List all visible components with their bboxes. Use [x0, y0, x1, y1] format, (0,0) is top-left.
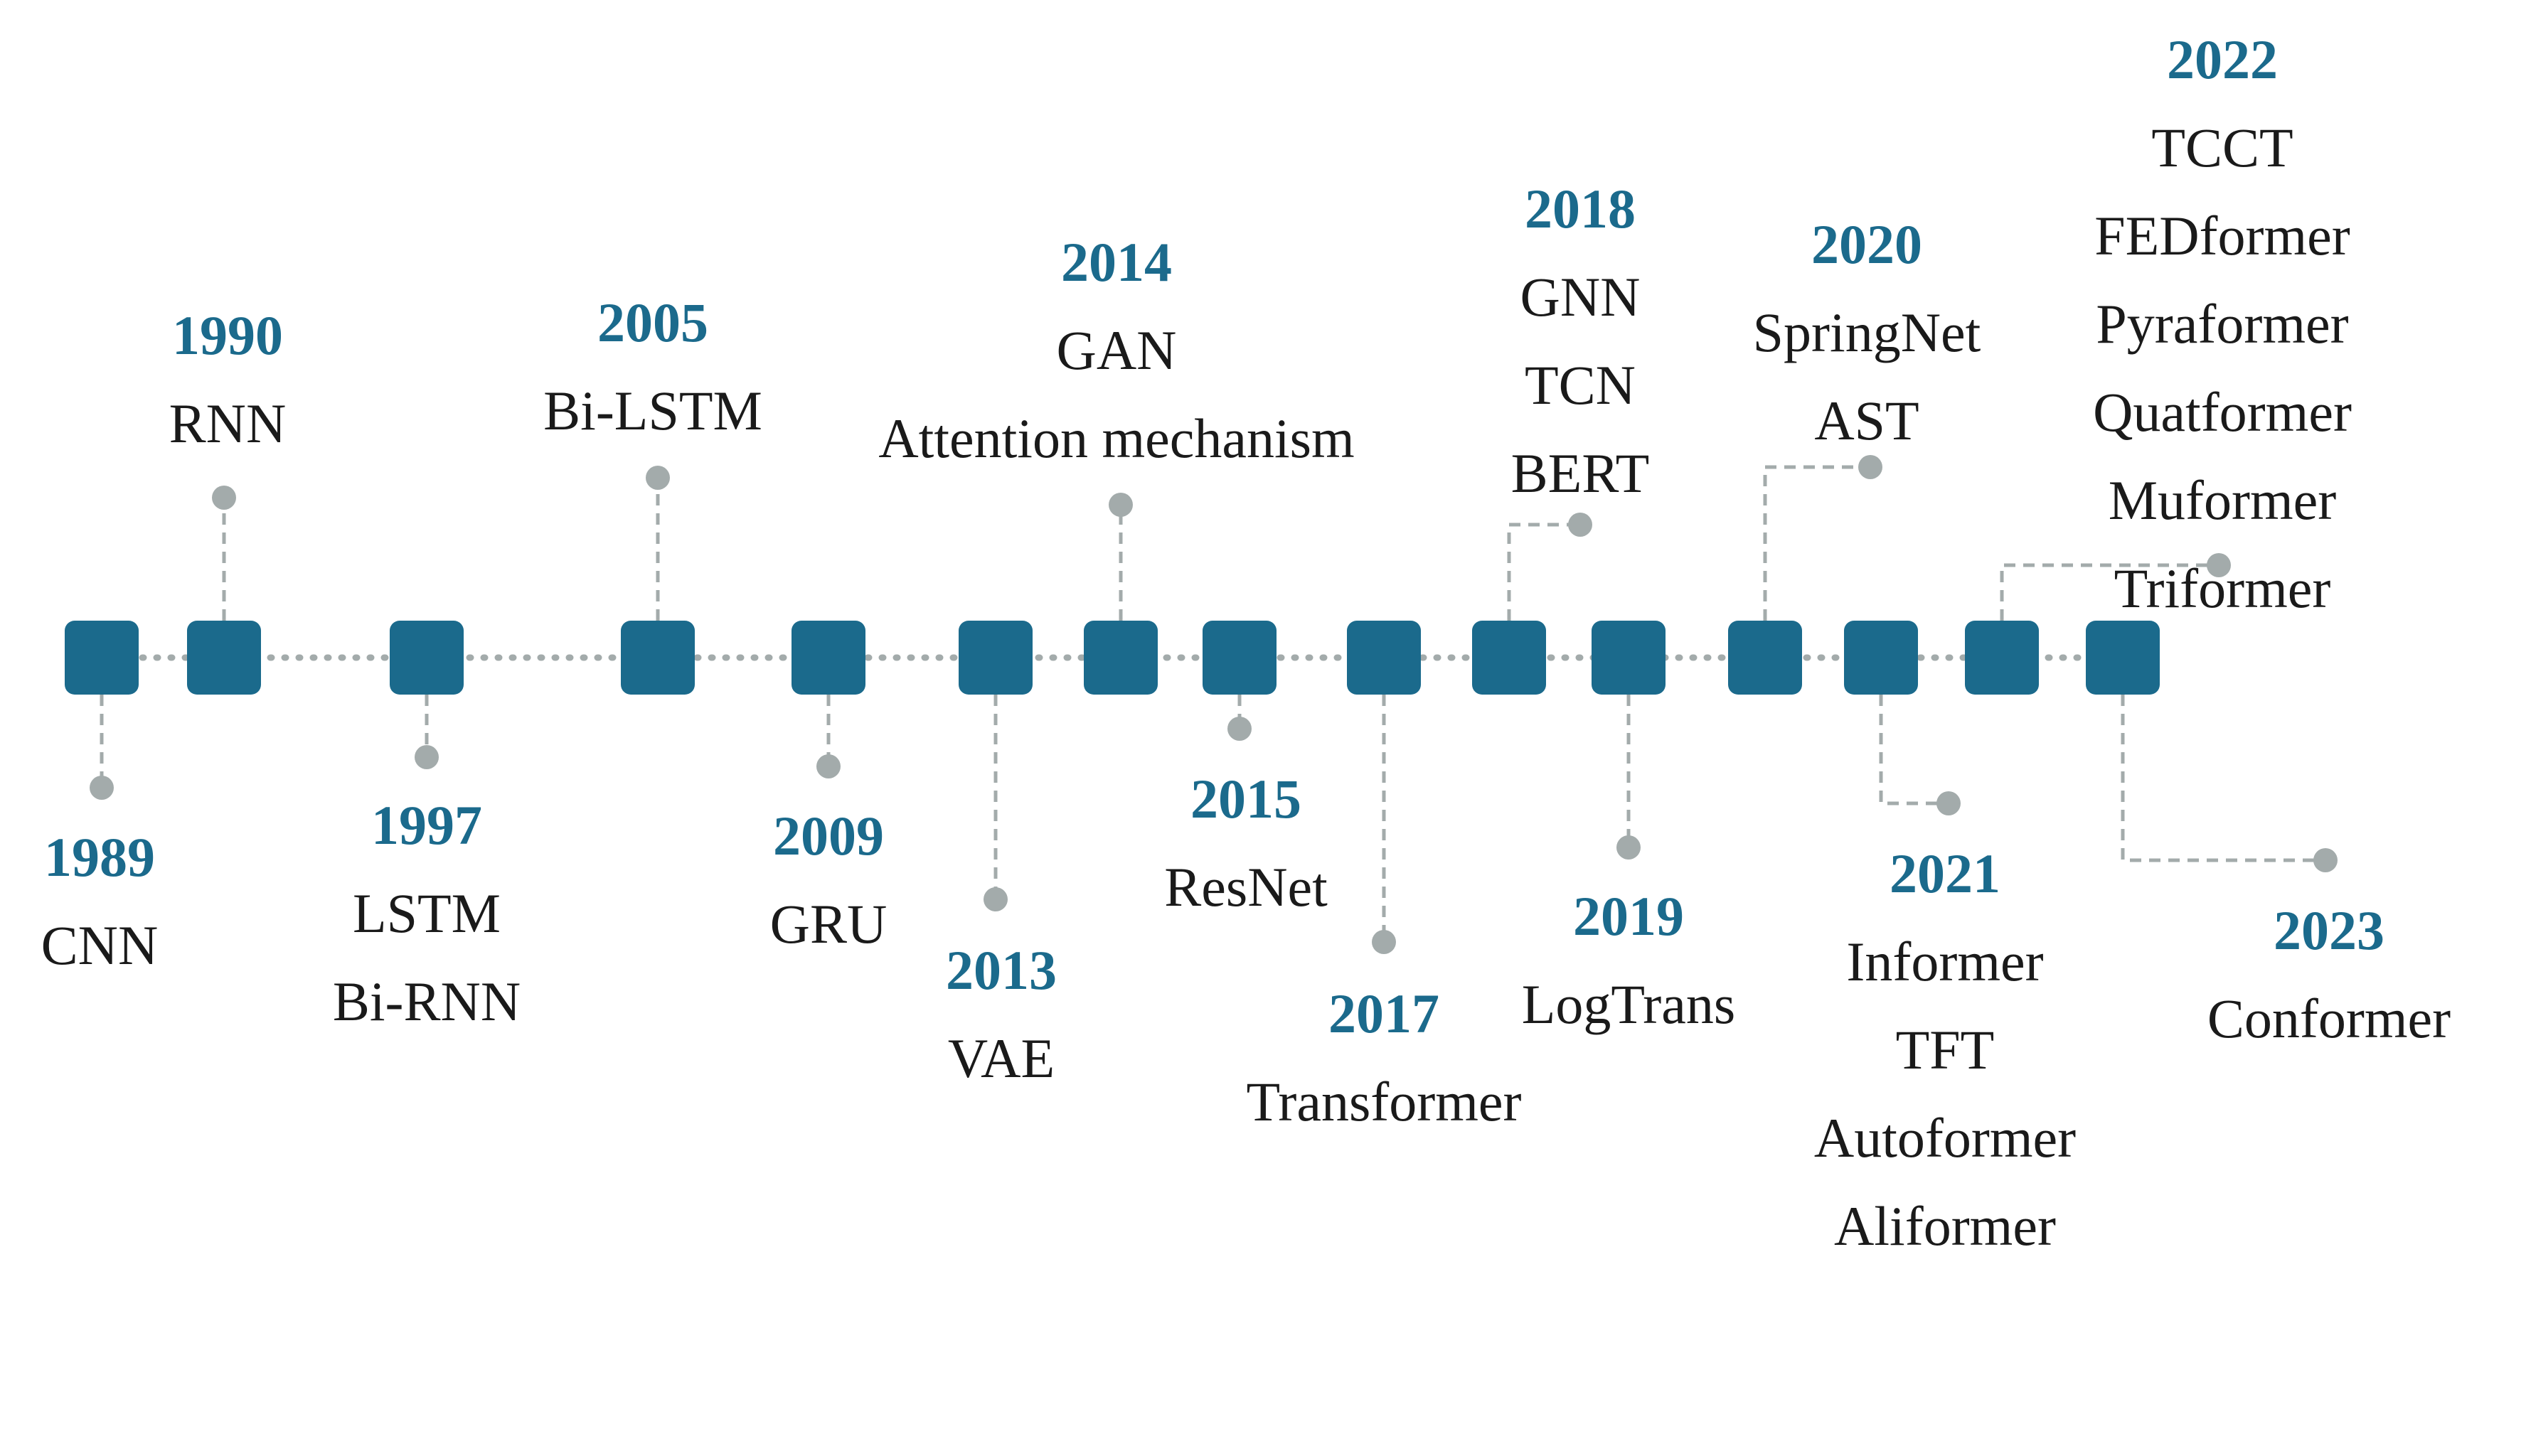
year-label: 1997: [371, 794, 482, 856]
connector-dot: [2207, 553, 2231, 577]
timeline-node-2009: [792, 621, 865, 695]
connector-dot: [1109, 493, 1133, 517]
model-label: Triformer: [2114, 557, 2331, 619]
connector-dot: [1227, 717, 1252, 741]
model-label: Conformer: [2207, 987, 2451, 1049]
connector-dot: [90, 776, 114, 800]
year-label: 2017: [1328, 983, 1439, 1044]
timeline-node-2015: [1203, 621, 1277, 695]
year-label: 1989: [44, 826, 155, 888]
timeline-node-1989: [65, 621, 139, 695]
model-label: AST: [1814, 390, 1919, 451]
connector-dot: [212, 486, 236, 510]
model-label: Quatformer: [2093, 381, 2352, 443]
connector-dot: [1568, 513, 1592, 537]
connector-line: [2121, 695, 2325, 862]
connector-dot: [816, 754, 841, 778]
model-label: GAN: [1057, 319, 1177, 381]
connector-dot: [2313, 848, 2338, 872]
connector-dot: [1372, 930, 1396, 954]
connector-dot: [1616, 835, 1641, 860]
model-label: Informer: [1846, 931, 2043, 992]
model-label: Autoformer: [1814, 1107, 2076, 1169]
connector-line: [1763, 465, 1870, 621]
model-label: Bi-LSTM: [543, 380, 762, 441]
label-layer: 1989 CNN 1990 RNN 1997 LSTM Bi-RNN 2005 Bi-LSTM 2…: [41, 28, 2451, 1257]
model-label: Attention mechanism: [878, 407, 1354, 469]
node-layer: [65, 621, 2160, 695]
year-label: 2022: [2167, 28, 2278, 90]
year-label: 2021: [1890, 842, 2000, 904]
model-label: LSTM: [353, 882, 501, 944]
connector-dot: [415, 745, 439, 769]
model-label: SpringNet: [1753, 301, 1981, 363]
connector-layer: [90, 455, 2338, 954]
connector-dot: [646, 466, 670, 490]
connector-line: [2000, 563, 2219, 621]
year-label: 1990: [172, 304, 283, 366]
model-label: Transformer: [1246, 1071, 1521, 1133]
timeline-node-1990: [187, 621, 261, 695]
connector-dot: [1858, 455, 1882, 479]
model-label: TCN: [1525, 354, 1636, 416]
model-label: Bi-RNN: [333, 970, 521, 1032]
model-label: Pyraformer: [2096, 293, 2348, 355]
year-label: 2005: [597, 291, 708, 353]
connector-line: [1879, 695, 1949, 805]
year-label: 2013: [946, 939, 1057, 1001]
model-label: TCCT: [2151, 117, 2293, 178]
timeline-node-2021: [1844, 621, 1918, 695]
year-label: 2014: [1061, 231, 1172, 293]
timeline-node-2018: [1472, 621, 1546, 695]
timeline-node-2023: [2086, 621, 2160, 695]
timeline-node-2020: [1728, 621, 1802, 695]
model-label: FEDformer: [2094, 205, 2350, 267]
model-label: GRU: [770, 893, 888, 955]
timeline-node-1997: [390, 621, 464, 695]
model-label: BERT: [1511, 442, 1650, 504]
connector-dot: [984, 887, 1008, 911]
model-label: LogTrans: [1522, 973, 1736, 1035]
year-label: 2009: [773, 805, 884, 867]
year-label: 2020: [1811, 213, 1922, 275]
year-label: 2019: [1573, 885, 1684, 947]
timeline-node-2017: [1347, 621, 1421, 695]
model-label: CNN: [41, 914, 159, 976]
model-label: GNN: [1520, 266, 1641, 328]
model-label: Aliformer: [1834, 1195, 2056, 1257]
timeline-node-2014: [1084, 621, 1158, 695]
timeline-node-2005: [621, 621, 695, 695]
model-label: VAE: [948, 1027, 1055, 1089]
model-label: ResNet: [1164, 856, 1328, 918]
model-label: RNN: [169, 392, 287, 454]
timeline-node-2022: [1965, 621, 2039, 695]
year-label: 2015: [1190, 768, 1301, 830]
timeline-node-2013: [959, 621, 1033, 695]
timeline-node-2019: [1592, 621, 1666, 695]
year-label: 2018: [1525, 178, 1636, 240]
model-label: TFT: [1896, 1019, 1995, 1081]
connector-dot: [1936, 791, 1961, 815]
model-label: Muformer: [2109, 469, 2337, 531]
year-label: 2023: [2274, 899, 2384, 961]
connector-line: [1507, 523, 1580, 621]
